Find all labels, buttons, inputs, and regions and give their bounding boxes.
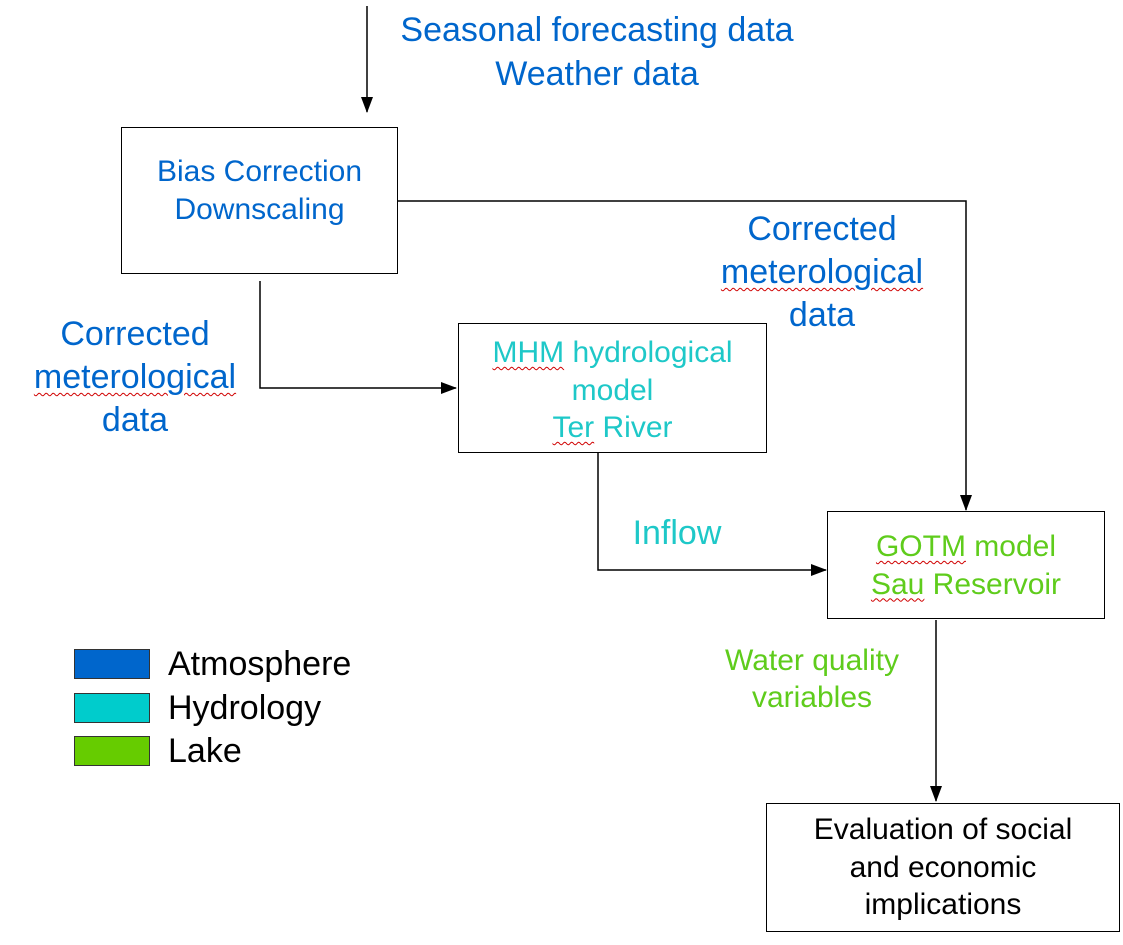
legend-item-atmosphere: Atmosphere xyxy=(74,644,352,683)
legend-swatch-hydrology xyxy=(74,693,150,723)
water-quality-line-1: Water quality xyxy=(725,644,899,677)
inflow-label: Inflow xyxy=(622,512,732,555)
legend-item-hydrology: Hydrology xyxy=(74,688,322,727)
legend-item-lake: Lake xyxy=(74,731,242,770)
bias-line-2: Downscaling xyxy=(174,192,345,226)
mhm-name: MHM xyxy=(492,336,565,369)
water-quality-label: Water quality variables xyxy=(700,642,924,716)
legend-swatch-lake xyxy=(74,736,150,766)
gotm-reservoir-name: Sau xyxy=(870,567,925,601)
bias-to-gotm-arrow xyxy=(398,200,972,511)
legend-label-atmosphere: Atmosphere xyxy=(168,644,352,683)
bias-line-1: Bias Correction xyxy=(156,155,363,188)
input-line-1: Seasonal forecasting data xyxy=(400,11,794,49)
corrected-left-line-3: data xyxy=(101,401,169,439)
legend-label-hydrology: Hydrology xyxy=(168,688,322,727)
mhm-line-3-rest: River xyxy=(594,411,673,444)
corrected-right-line-3: data xyxy=(788,296,856,334)
inflow-text: Inflow xyxy=(632,514,722,552)
eval-line-2: and economic xyxy=(849,850,1037,884)
gotm-line-1: GOTM model xyxy=(876,528,1056,566)
legend-swatch-atmosphere xyxy=(74,649,150,679)
evaluation-node: Evaluation of social and economic implic… xyxy=(766,803,1120,932)
water-quality-line-2: variables xyxy=(751,681,873,714)
mhm-line-2: model xyxy=(571,373,654,407)
mhm-to-gotm-arrow xyxy=(597,453,827,576)
corrected-left-line-2: meterological xyxy=(33,358,237,396)
corrected-right-line-1: Corrected xyxy=(747,210,897,248)
bias-to-mhm-arrow xyxy=(259,281,457,394)
corrected-data-label-right: Corrected meterological data xyxy=(692,208,952,337)
gotm-line-1-rest: model xyxy=(965,530,1057,563)
mhm-river-name: Ter xyxy=(552,411,595,444)
eval-line-3: implications xyxy=(864,888,1022,922)
eval-line-1: Evaluation of social xyxy=(813,813,1073,847)
input-line-2: Weather data xyxy=(495,55,699,93)
corrected-left-line-1: Corrected xyxy=(60,315,210,353)
input-data-label: Seasonal forecasting data Weather data xyxy=(370,8,824,96)
legend-label-lake: Lake xyxy=(168,731,242,770)
corrected-right-line-2: meterological xyxy=(720,253,924,291)
gotm-name: GOTM xyxy=(875,530,966,563)
gotm-line-2: Sau Reservoir xyxy=(871,566,1061,604)
mhm-line-1: MHM hydrological xyxy=(492,334,732,372)
gotm-line-2-rest: Reservoir xyxy=(924,567,1062,601)
corrected-data-label-left: Corrected meterological data xyxy=(5,313,265,442)
mhm-line-3: Ter River xyxy=(552,409,672,447)
bias-correction-node: Bias Correction Downscaling xyxy=(121,127,398,274)
gotm-model-node: GOTM model Sau Reservoir xyxy=(827,511,1105,619)
mhm-model-node: MHM hydrological model Ter River xyxy=(458,323,767,453)
mhm-line-1-rest: hydrological xyxy=(564,336,733,369)
